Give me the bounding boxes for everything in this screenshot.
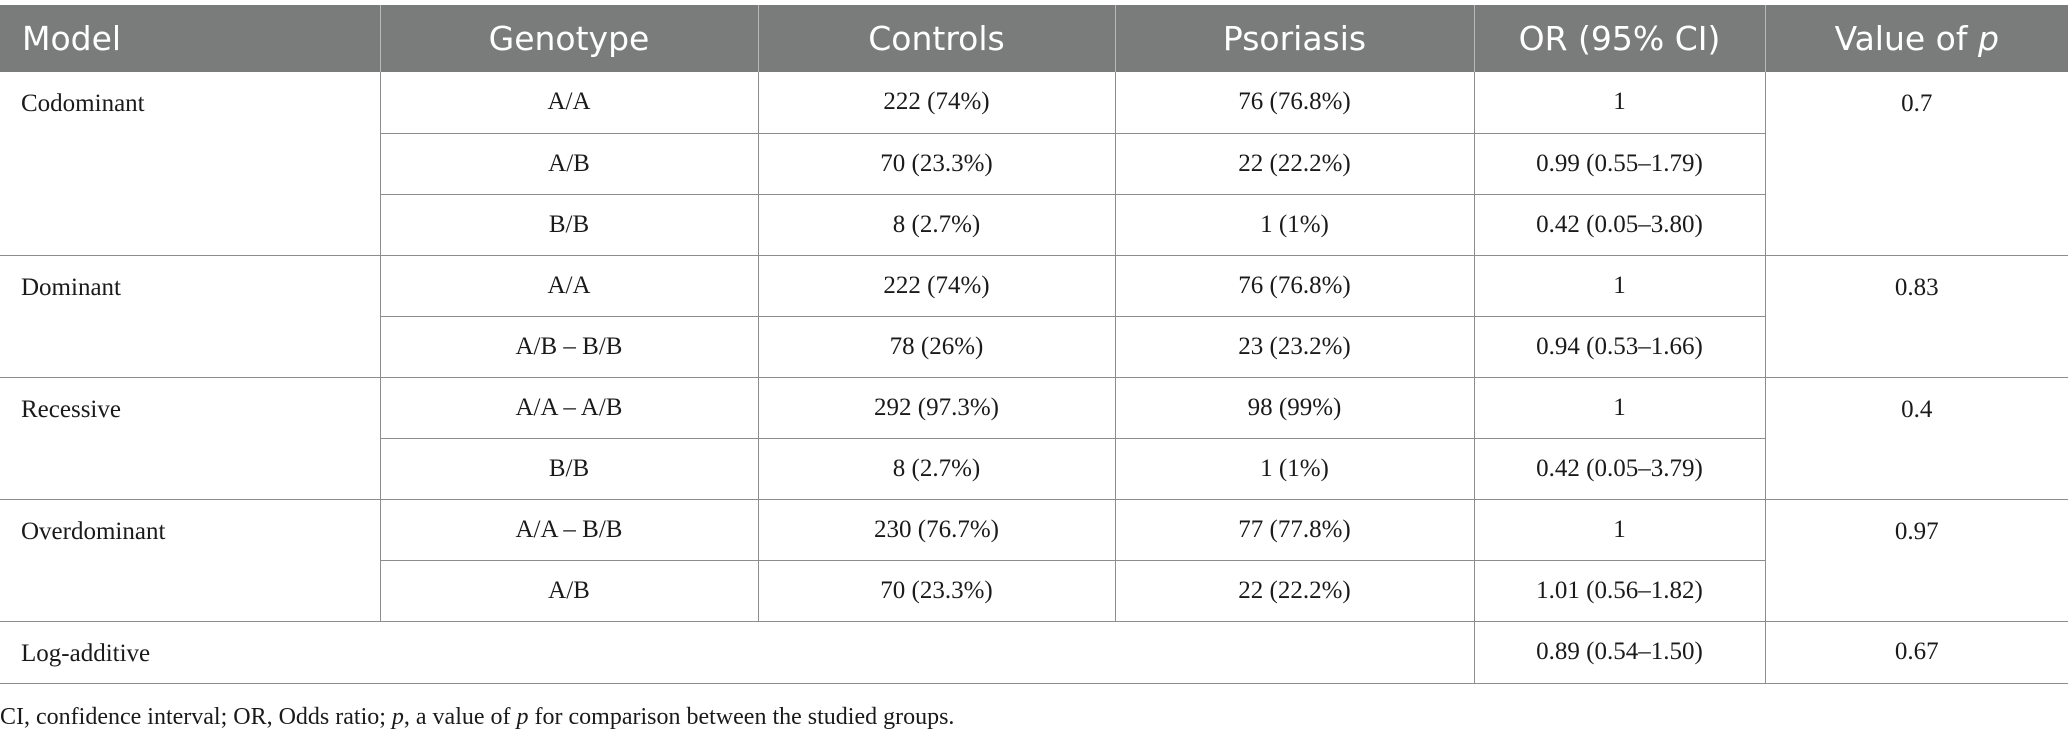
or-cell: 0.99 (0.55–1.79) <box>1473 133 1765 195</box>
model-cell: Recessive <box>0 377 380 500</box>
model-cell: Log-additive <box>0 621 1474 684</box>
controls-cell: 222 (74%) <box>757 72 1115 134</box>
genotype-cell: A/A <box>379 255 758 317</box>
genotype-cell: A/B – B/B <box>379 316 758 378</box>
model-cell: Dominant <box>0 255 380 378</box>
header-or: OR (95% CI) <box>1473 5 1765 72</box>
header-model: Model <box>0 5 380 72</box>
table-row: Codominant A/A 222 (74%) 76 (76.8%) 1 0.… <box>0 72 2068 256</box>
header-genotype: Genotype <box>379 5 758 72</box>
controls-cell: 78 (26%) <box>757 316 1115 378</box>
table-row: Dominant A/A 222 (74%) 76 (76.8%) 1 0.83 <box>0 255 2068 378</box>
or-cell: 1.01 (0.56–1.82) <box>1473 560 1765 622</box>
table-row: A/B – B/B 78 (26%) 23 (23.2%) 0.94 (0.53… <box>0 316 2068 378</box>
or-cell: 1 <box>1473 499 1765 561</box>
pvalue-cell: 0.67 <box>1764 621 2068 684</box>
footnote-text-2: , a value of <box>403 704 517 730</box>
pvalue-cell: 0.7 <box>1764 72 2068 256</box>
footnote-text-3: for comparison between the studied group… <box>528 704 955 730</box>
controls-cell: 292 (97.3%) <box>757 377 1115 439</box>
psoriasis-cell: 1 (1%) <box>1114 194 1474 256</box>
controls-cell: 70 (23.3%) <box>757 133 1115 195</box>
model-cell: Overdominant <box>0 499 380 622</box>
header-pvalue-prefix: Value of <box>1834 19 1978 58</box>
genotype-cell: B/B <box>379 438 758 500</box>
psoriasis-cell: 76 (76.8%) <box>1114 255 1474 317</box>
or-cell: 1 <box>1473 255 1765 317</box>
table-row: A/B 70 (23.3%) 22 (22.2%) 0.99 (0.55–1.7… <box>0 133 2068 195</box>
controls-cell: 70 (23.3%) <box>757 560 1115 622</box>
psoriasis-cell: 76 (76.8%) <box>1114 72 1474 134</box>
table-row-log-additive: Log-additive 0.89 (0.54–1.50) 0.67 <box>0 621 2068 684</box>
table-row: Overdominant A/A – B/B 230 (76.7%) 77 (7… <box>0 499 2068 622</box>
genotype-cell: A/B <box>379 560 758 622</box>
or-cell: 0.42 (0.05–3.80) <box>1473 194 1765 256</box>
genotype-cell: A/A – B/B <box>379 499 758 561</box>
controls-cell: 222 (74%) <box>757 255 1115 317</box>
table-row: A/B 70 (23.3%) 22 (22.2%) 1.01 (0.56–1.8… <box>0 560 2068 622</box>
genotype-cell: A/A – A/B <box>379 377 758 439</box>
genotype-association-table: Model Genotype Controls Psoriasis OR (95… <box>0 5 2068 684</box>
footnote-p-symbol: p <box>391 704 404 730</box>
psoriasis-cell: 23 (23.2%) <box>1114 316 1474 378</box>
pvalue-cell: 0.4 <box>1764 377 2068 500</box>
genotype-cell: A/B <box>379 133 758 195</box>
footnote-text-1: CI, confidence interval; OR, Odds ratio; <box>0 704 392 730</box>
table-row: Recessive A/A – A/B 292 (97.3%) 98 (99%)… <box>0 377 2068 500</box>
psoriasis-cell: 22 (22.2%) <box>1114 560 1474 622</box>
or-cell: 0.94 (0.53–1.66) <box>1473 316 1765 378</box>
or-cell: 0.42 (0.05–3.79) <box>1473 438 1765 500</box>
or-cell: 1 <box>1473 377 1765 439</box>
or-cell: 1 <box>1473 72 1765 134</box>
pvalue-cell: 0.97 <box>1764 499 2068 622</box>
header-controls: Controls <box>757 5 1115 72</box>
controls-cell: 230 (76.7%) <box>757 499 1115 561</box>
table-row: B/B 8 (2.7%) 1 (1%) 0.42 (0.05–3.79) <box>0 438 2068 500</box>
psoriasis-cell: 77 (77.8%) <box>1114 499 1474 561</box>
pvalue-cell: 0.83 <box>1764 255 2068 378</box>
model-cell: Codominant <box>0 72 380 256</box>
psoriasis-cell: 1 (1%) <box>1114 438 1474 500</box>
header-psoriasis: Psoriasis <box>1114 5 1474 72</box>
header-row: Model Genotype Controls Psoriasis OR (95… <box>0 5 2068 72</box>
controls-cell: 8 (2.7%) <box>757 194 1115 256</box>
table-row: B/B 8 (2.7%) 1 (1%) 0.42 (0.05–3.80) <box>0 194 2068 256</box>
footnote-p-symbol-2: p <box>516 704 529 730</box>
controls-cell: 8 (2.7%) <box>757 438 1115 500</box>
header-pvalue: Value of p <box>1764 5 2068 72</box>
or-cell: 0.89 (0.54–1.50) <box>1473 621 1765 684</box>
header-pvalue-symbol: p <box>1977 19 1999 58</box>
genotype-cell: B/B <box>379 194 758 256</box>
genotype-cell: A/A <box>379 72 758 134</box>
table-footnote: CI, confidence interval; OR, Odds ratio;… <box>0 704 954 731</box>
psoriasis-cell: 98 (99%) <box>1114 377 1474 439</box>
psoriasis-cell: 22 (22.2%) <box>1114 133 1474 195</box>
